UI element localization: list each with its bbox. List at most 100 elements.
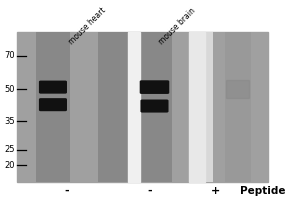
Bar bbox=[225, 62, 251, 67]
Bar bbox=[36, 102, 70, 107]
Bar bbox=[189, 167, 213, 172]
Bar bbox=[36, 52, 70, 57]
Bar bbox=[189, 57, 213, 62]
Bar bbox=[36, 132, 70, 137]
Bar bbox=[98, 102, 127, 107]
Bar bbox=[225, 72, 251, 77]
Bar bbox=[98, 62, 127, 67]
Bar bbox=[17, 32, 268, 182]
Bar bbox=[137, 67, 172, 72]
Bar bbox=[225, 82, 251, 87]
Bar bbox=[137, 62, 172, 67]
Bar bbox=[137, 87, 172, 92]
FancyBboxPatch shape bbox=[39, 81, 67, 94]
Bar bbox=[98, 162, 127, 167]
Bar bbox=[189, 32, 213, 182]
Bar bbox=[36, 72, 70, 77]
Bar bbox=[137, 112, 172, 117]
Bar bbox=[137, 32, 172, 182]
Bar bbox=[225, 167, 251, 172]
Bar bbox=[137, 177, 172, 182]
FancyBboxPatch shape bbox=[140, 80, 169, 94]
Bar bbox=[36, 82, 70, 87]
Bar bbox=[189, 137, 213, 142]
Bar bbox=[98, 52, 127, 57]
Bar bbox=[36, 137, 70, 142]
Bar bbox=[189, 42, 213, 47]
Bar bbox=[36, 167, 70, 172]
Bar bbox=[137, 157, 172, 162]
Bar bbox=[128, 32, 140, 182]
Bar bbox=[98, 137, 127, 142]
Bar bbox=[98, 47, 127, 52]
Bar bbox=[189, 152, 213, 157]
Bar bbox=[189, 92, 213, 97]
Bar bbox=[189, 32, 213, 37]
Bar bbox=[98, 77, 127, 82]
Bar bbox=[225, 117, 251, 122]
Bar bbox=[36, 77, 70, 82]
Bar bbox=[98, 37, 127, 42]
Bar bbox=[225, 152, 251, 157]
Bar bbox=[36, 157, 70, 162]
Bar bbox=[98, 167, 127, 172]
Bar bbox=[189, 67, 213, 72]
Text: 70: 70 bbox=[4, 51, 15, 60]
Bar bbox=[225, 57, 251, 62]
Bar bbox=[98, 32, 127, 37]
Bar bbox=[137, 82, 172, 87]
Text: -: - bbox=[148, 186, 152, 196]
Bar bbox=[36, 32, 70, 182]
Bar bbox=[225, 42, 251, 47]
Bar bbox=[137, 117, 172, 122]
Bar bbox=[137, 102, 172, 107]
Bar bbox=[137, 167, 172, 172]
Bar bbox=[225, 142, 251, 147]
Bar bbox=[36, 57, 70, 62]
Bar bbox=[189, 142, 213, 147]
Bar bbox=[189, 122, 213, 127]
Bar bbox=[98, 92, 127, 97]
Bar bbox=[137, 147, 172, 152]
Bar bbox=[137, 152, 172, 157]
Text: Peptide: Peptide bbox=[240, 186, 285, 196]
Bar bbox=[98, 72, 127, 77]
Bar bbox=[225, 67, 251, 72]
Bar bbox=[36, 87, 70, 92]
Bar bbox=[98, 42, 127, 47]
Text: mouse brain: mouse brain bbox=[157, 6, 197, 46]
Bar bbox=[98, 172, 127, 177]
Bar bbox=[137, 42, 172, 47]
Bar bbox=[36, 67, 70, 72]
Bar bbox=[98, 87, 127, 92]
Bar bbox=[98, 32, 127, 182]
Bar bbox=[189, 72, 213, 77]
Bar bbox=[189, 82, 213, 87]
Bar bbox=[225, 172, 251, 177]
Bar bbox=[137, 47, 172, 52]
Text: -: - bbox=[64, 186, 69, 196]
Bar bbox=[98, 152, 127, 157]
Bar bbox=[225, 52, 251, 57]
Bar bbox=[36, 42, 70, 47]
Bar bbox=[225, 162, 251, 167]
Bar bbox=[36, 162, 70, 167]
Bar bbox=[225, 147, 251, 152]
Bar bbox=[189, 102, 213, 107]
Bar bbox=[98, 57, 127, 62]
Bar bbox=[137, 92, 172, 97]
Bar bbox=[137, 172, 172, 177]
Bar bbox=[137, 132, 172, 137]
Bar bbox=[189, 52, 213, 57]
Text: 50: 50 bbox=[4, 85, 15, 94]
Bar bbox=[98, 132, 127, 137]
Bar bbox=[98, 67, 127, 72]
Bar bbox=[36, 107, 70, 112]
Bar bbox=[137, 142, 172, 147]
Text: +: + bbox=[211, 186, 220, 196]
Bar bbox=[225, 32, 251, 182]
Bar bbox=[226, 80, 248, 98]
Bar bbox=[225, 77, 251, 82]
Bar bbox=[36, 47, 70, 52]
Bar bbox=[137, 127, 172, 132]
